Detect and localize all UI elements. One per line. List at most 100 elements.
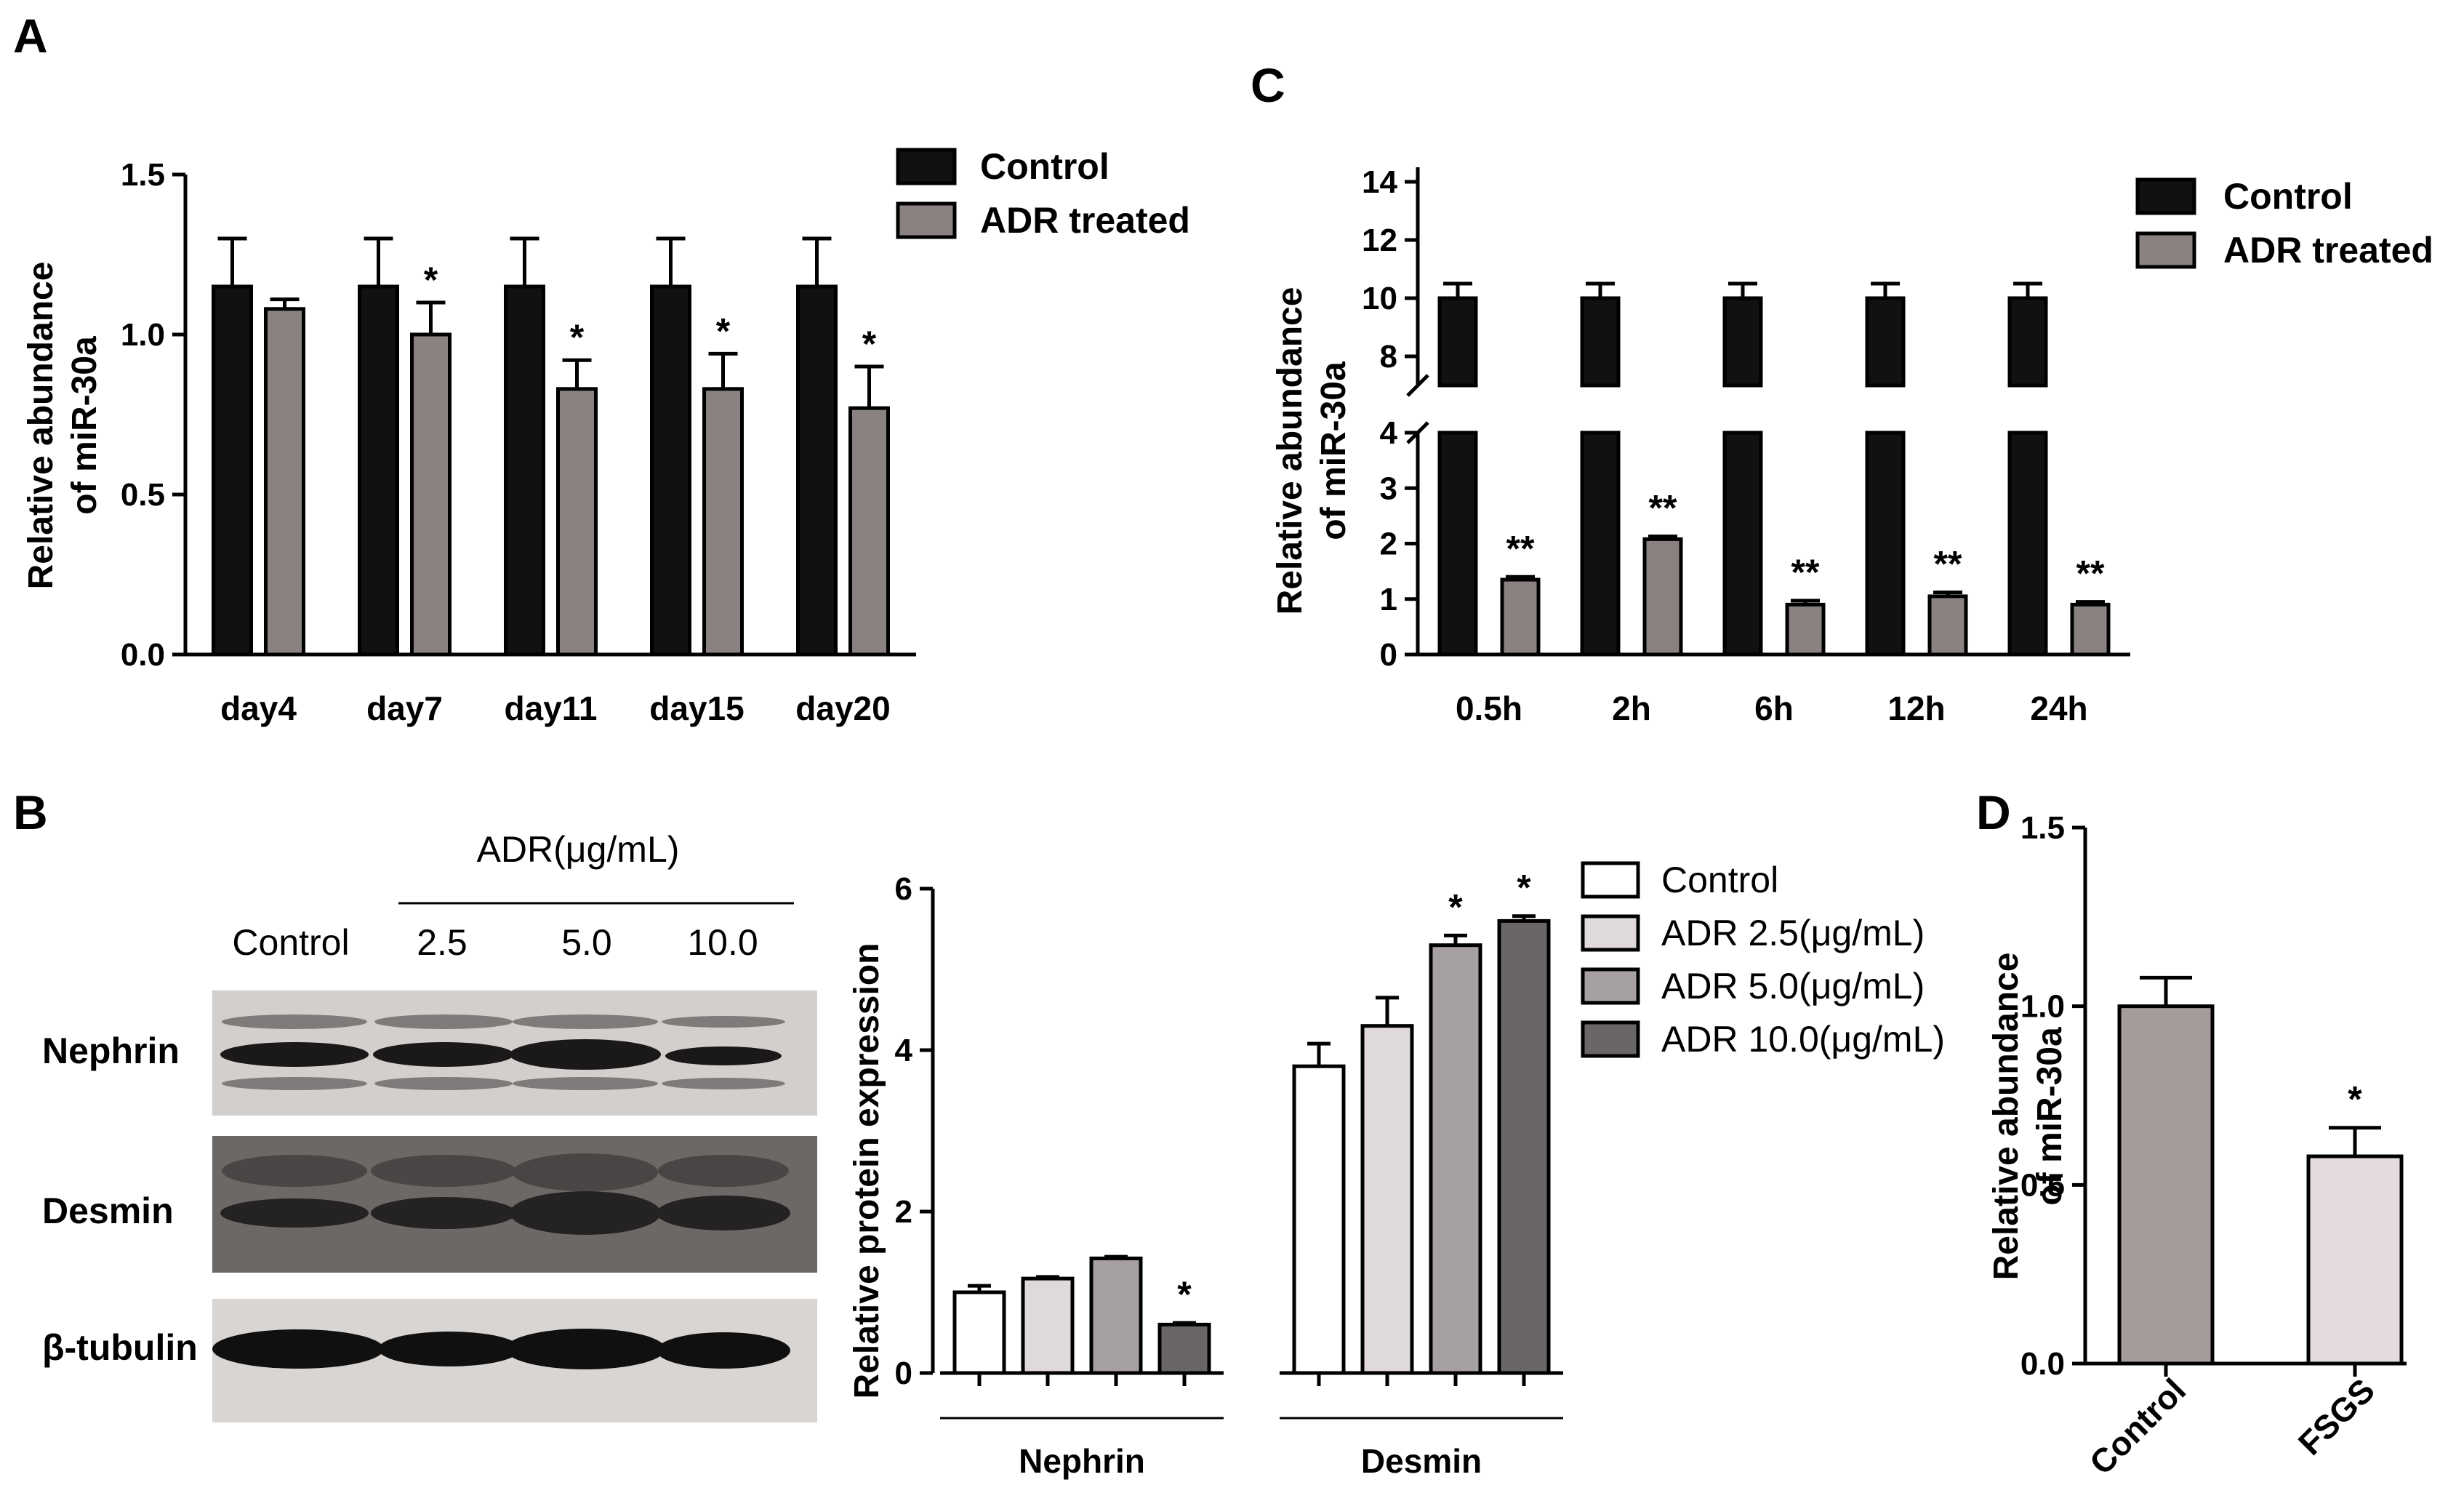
chart-a-bar <box>504 284 545 657</box>
blot-lane-control: Control <box>232 922 349 963</box>
blot-row-desmin: Desmin <box>42 1190 174 1231</box>
chart-c-significance: ** <box>2076 553 2105 594</box>
chart-a-ytick-label: 0.0 <box>121 637 165 673</box>
chart-c-bar <box>1927 594 1968 657</box>
chart-c-ytick-label: 14 <box>1362 164 1397 200</box>
chart-b-bar <box>1292 1064 1346 1375</box>
chart-d-bar <box>2117 1004 2215 1366</box>
chart-b-ytick-label: 4 <box>895 1033 913 1068</box>
chart-c-ytick-label: 12 <box>1362 223 1397 258</box>
legend-label-adr: ADR treated <box>2223 230 2433 271</box>
chart-b-ytick-label: 2 <box>895 1194 912 1230</box>
legend-swatch-adr-5-0 <box>1581 967 1640 1005</box>
chart-c-significance: ** <box>1506 528 1535 569</box>
panel-label-a: A <box>13 9 48 63</box>
chart-b: Relative protein expression 0 2 4 6 Nephrin D… <box>848 860 1945 1480</box>
chart-a-bar <box>650 284 691 657</box>
chart-a-significance: * <box>862 324 877 364</box>
western-blot: ADR(μg/mL) Control 2.5 5.0 10.0 Nephrin … <box>42 829 817 1422</box>
chart-a-bar <box>212 284 253 657</box>
chart-c-bar <box>2007 296 2048 388</box>
chart-a-bar <box>264 307 305 657</box>
chart-b-bar <box>1360 1024 1414 1375</box>
chart-a-category-label: day7 <box>366 689 443 727</box>
chart-c-ytick-label: 1 <box>1380 582 1397 617</box>
legend-swatch-adr <box>2135 231 2196 269</box>
chart-a-bar <box>556 387 598 657</box>
chart-c-bar <box>1865 431 1906 657</box>
chart-d-ytick-label: 1.5 <box>2020 810 2065 846</box>
blot-band <box>665 1046 782 1065</box>
chart-a-category-label: day11 <box>505 689 598 727</box>
chart-c-ytick-label: 4 <box>1380 415 1398 451</box>
chart-c-bar <box>1722 431 1763 657</box>
chart-b-bar <box>952 1290 1006 1375</box>
blot-band <box>510 1191 661 1235</box>
legend-label-control: Control <box>2223 176 2353 217</box>
blot-band <box>371 1197 516 1229</box>
chart-c-bar <box>1437 296 1478 388</box>
legend-label-adr: ADR treated <box>980 200 1190 241</box>
legend-swatch-adr <box>896 201 957 239</box>
chart-d-ytick-label: 0.5 <box>2020 1167 2065 1203</box>
chart-c-ylabel-line1: Relative abundance <box>1271 287 1309 615</box>
chart-c-ytick-label: 2 <box>1380 527 1397 562</box>
chart-b-bar <box>1089 1256 1143 1375</box>
chart-a-bar <box>796 284 838 657</box>
chart-c-bar <box>1642 537 1683 657</box>
blot-lane-10-0: 10.0 <box>687 922 758 963</box>
blot-band <box>220 1198 369 1228</box>
chart-d: Relative abundance of miR-30a 0.0 0.5 1.0 1… <box>1987 810 2407 1482</box>
chart-b-bar <box>1429 943 1482 1375</box>
chart-b-category-label: Desmin <box>1361 1442 1482 1480</box>
blot-band <box>510 1039 661 1070</box>
chart-c-ytick-label: 10 <box>1362 281 1397 316</box>
blot-header: ADR(μg/mL) <box>477 829 680 870</box>
chart-c-category-label: 12h <box>1887 689 1945 727</box>
chart-a-ylabel-line2: of miR-30a <box>65 336 104 515</box>
chart-b-ytick-label: 6 <box>895 871 912 907</box>
chart-a-ylabel-line1: Relative abundance <box>22 262 60 590</box>
chart-a: Relative abundance of miR-30a 0.0 0.5 1.0 1… <box>22 146 1190 727</box>
chart-a-bar <box>410 332 452 657</box>
blot-band <box>220 1042 369 1067</box>
chart-c-bar <box>1580 296 1621 388</box>
chart-b-category-label: Nephrin <box>1019 1442 1145 1480</box>
blot-row-nephrin: Nephrin <box>42 1030 180 1071</box>
chart-c-category-label: 6h <box>1754 689 1794 727</box>
chart-d-category-label: FSGS <box>2291 1371 2382 1462</box>
legend-label-adr-5-0: ADR 5.0(μg/mL) <box>1661 966 1925 1006</box>
blot-band <box>657 1332 790 1369</box>
chart-c-ytick-label: 8 <box>1380 339 1397 375</box>
chart-c-axis-break-mark <box>1406 374 1429 397</box>
blot-band <box>505 1329 665 1369</box>
legend-swatch-control <box>1581 861 1640 899</box>
blot-band <box>657 1196 790 1230</box>
blot-row-tubulin: β-tubulin <box>42 1327 198 1368</box>
chart-b-bar <box>1021 1276 1075 1375</box>
legend-swatch-adr-2-5 <box>1581 914 1640 952</box>
chart-a-significance: * <box>424 260 438 300</box>
chart-c-category-label: 0.5h <box>1456 689 1522 727</box>
chart-c-ylabel-line2: of miR-30a <box>1315 361 1353 540</box>
chart-d-significance: * <box>2348 1079 2362 1120</box>
chart-c-bar <box>2070 602 2111 657</box>
chart-b-significance: * <box>1448 886 1463 927</box>
chart-c: Relative abundance of miR-30a 0123481012… <box>1271 164 2433 727</box>
blot-lane-2-5: 2.5 <box>417 922 467 963</box>
chart-c-ytick-label: 3 <box>1380 471 1397 506</box>
chart-a-category-label: day20 <box>795 689 890 727</box>
legend-label-adr-10-0: ADR 10.0(μg/mL) <box>1661 1019 1945 1060</box>
chart-b-bar <box>1497 918 1551 1375</box>
legend-label-adr-2-5: ADR 2.5(μg/mL) <box>1661 913 1925 953</box>
chart-b-significance: * <box>1517 868 1531 908</box>
legend-swatch-adr-10-0 <box>1581 1020 1640 1058</box>
chart-c-significance: ** <box>1791 552 1820 593</box>
chart-c-bar <box>1580 431 1621 657</box>
chart-d-ylabel-line1: Relative abundance <box>1987 953 2026 1281</box>
chart-b-ytick-label: 0 <box>895 1356 912 1391</box>
chart-a-category-label: day15 <box>649 689 744 727</box>
chart-a-ytick-label: 1.5 <box>121 157 165 193</box>
chart-d-ytick-label: 1.0 <box>2020 989 2065 1025</box>
